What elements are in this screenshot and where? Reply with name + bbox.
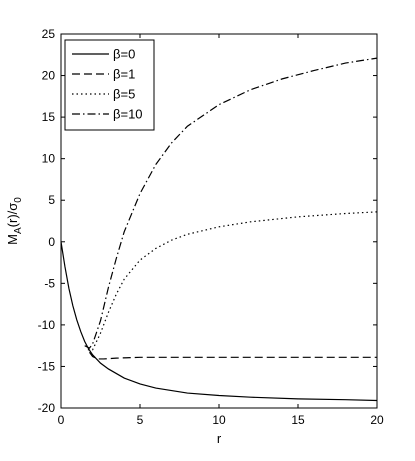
- y-tick-label: 0: [48, 235, 55, 249]
- y-axis-label-sub-0: 0: [13, 197, 24, 203]
- x-tick-label: 20: [370, 413, 384, 427]
- y-tick-label: 10: [42, 152, 56, 166]
- y-tick-label: 20: [42, 69, 56, 83]
- x-tick-label: 10: [212, 413, 226, 427]
- y-tick-label: -15: [38, 359, 56, 373]
- legend-label-1: β=1: [113, 67, 135, 82]
- x-axis-label: r: [217, 431, 222, 446]
- plot-frame: [60, 33, 378, 409]
- y-axis-label-main: M: [5, 234, 20, 245]
- legend-label-0: β=0: [113, 47, 135, 62]
- x-tick-label: 5: [137, 413, 144, 427]
- legend: β=0 β=1 β=5 β=10: [64, 39, 155, 131]
- y-axis-label: MA(r)/σ0: [5, 197, 24, 245]
- legend-label-2: β=5: [113, 87, 135, 102]
- x-tick-label: 15: [291, 413, 305, 427]
- axis-ticks: 0 5 10 15 20 -20 -15 -10 -5 0 5 10 15 20 25: [38, 27, 384, 427]
- y-tick-label: -20: [38, 401, 56, 415]
- series-line-0: [60, 241, 378, 402]
- y-tick-label: 15: [42, 110, 56, 124]
- series-line-2: [87, 211, 378, 351]
- series-lines: [60, 57, 378, 402]
- legend-label-3: β=10: [113, 107, 143, 122]
- y-axis-label-mid: (r)/σ: [5, 203, 20, 228]
- y-axis-label-sub-a: A: [13, 227, 24, 234]
- y-tick-label: 25: [42, 27, 56, 41]
- y-tick-label: 5: [48, 193, 55, 207]
- series-line-1: [88, 351, 377, 360]
- legend-box: [64, 39, 155, 131]
- x-tick-label: 0: [58, 413, 65, 427]
- y-tick-label: -10: [38, 318, 56, 332]
- series-line-3: [84, 57, 378, 349]
- y-tick-label: -5: [44, 276, 55, 290]
